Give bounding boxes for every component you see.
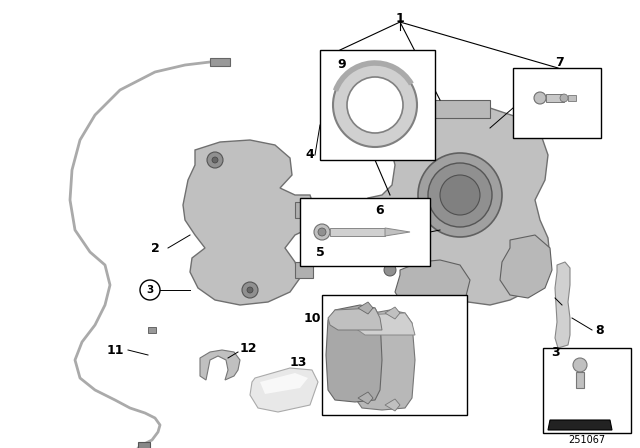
Circle shape bbox=[560, 94, 568, 102]
Polygon shape bbox=[260, 373, 308, 394]
Circle shape bbox=[314, 224, 330, 240]
Circle shape bbox=[384, 264, 396, 276]
Text: 251067: 251067 bbox=[568, 435, 605, 445]
Text: 9: 9 bbox=[338, 57, 346, 70]
Text: 7: 7 bbox=[556, 56, 564, 69]
Circle shape bbox=[247, 287, 253, 293]
Text: 6: 6 bbox=[376, 203, 384, 216]
Text: 1: 1 bbox=[396, 12, 404, 25]
Text: 5: 5 bbox=[316, 246, 324, 258]
Polygon shape bbox=[385, 307, 400, 319]
Circle shape bbox=[207, 152, 223, 168]
Bar bbox=[300, 198, 430, 266]
Circle shape bbox=[428, 163, 492, 227]
Circle shape bbox=[418, 153, 502, 237]
Bar bbox=[576, 372, 584, 388]
Polygon shape bbox=[385, 399, 400, 411]
Bar bbox=[513, 68, 601, 138]
Polygon shape bbox=[430, 100, 490, 118]
Circle shape bbox=[318, 228, 326, 236]
Circle shape bbox=[242, 282, 258, 298]
Polygon shape bbox=[353, 310, 415, 410]
Polygon shape bbox=[395, 260, 470, 315]
Text: 3: 3 bbox=[147, 285, 154, 295]
Circle shape bbox=[440, 175, 480, 215]
Text: 8: 8 bbox=[596, 323, 604, 336]
Polygon shape bbox=[250, 368, 318, 412]
Circle shape bbox=[212, 157, 218, 163]
Text: 12: 12 bbox=[239, 341, 257, 354]
Text: 13: 13 bbox=[289, 356, 307, 369]
Bar bbox=[568, 95, 576, 101]
Circle shape bbox=[573, 358, 587, 372]
Bar bbox=[330, 228, 385, 236]
Polygon shape bbox=[358, 302, 373, 314]
Bar bbox=[210, 58, 230, 66]
Bar bbox=[320, 50, 435, 160]
Polygon shape bbox=[328, 308, 382, 330]
Circle shape bbox=[534, 92, 546, 104]
Bar bbox=[138, 442, 150, 448]
Polygon shape bbox=[353, 313, 415, 335]
Circle shape bbox=[384, 122, 396, 134]
Text: 2: 2 bbox=[150, 241, 159, 254]
Polygon shape bbox=[555, 262, 570, 348]
Text: 4: 4 bbox=[306, 148, 314, 161]
Polygon shape bbox=[548, 420, 612, 430]
Bar bbox=[148, 327, 156, 333]
Bar bbox=[322, 295, 467, 415]
Circle shape bbox=[347, 77, 403, 133]
Text: 10: 10 bbox=[303, 311, 321, 324]
Polygon shape bbox=[326, 305, 382, 402]
Polygon shape bbox=[355, 100, 550, 305]
Polygon shape bbox=[183, 140, 315, 305]
Bar bbox=[295, 262, 313, 278]
Circle shape bbox=[140, 280, 160, 300]
Bar bbox=[546, 94, 564, 102]
Bar bbox=[543, 348, 631, 433]
Bar bbox=[295, 202, 313, 218]
Polygon shape bbox=[200, 350, 240, 380]
Polygon shape bbox=[385, 228, 410, 236]
Polygon shape bbox=[358, 392, 373, 404]
Text: 11: 11 bbox=[106, 344, 124, 357]
Text: 3: 3 bbox=[550, 345, 559, 358]
Polygon shape bbox=[500, 235, 552, 298]
Circle shape bbox=[333, 63, 417, 147]
